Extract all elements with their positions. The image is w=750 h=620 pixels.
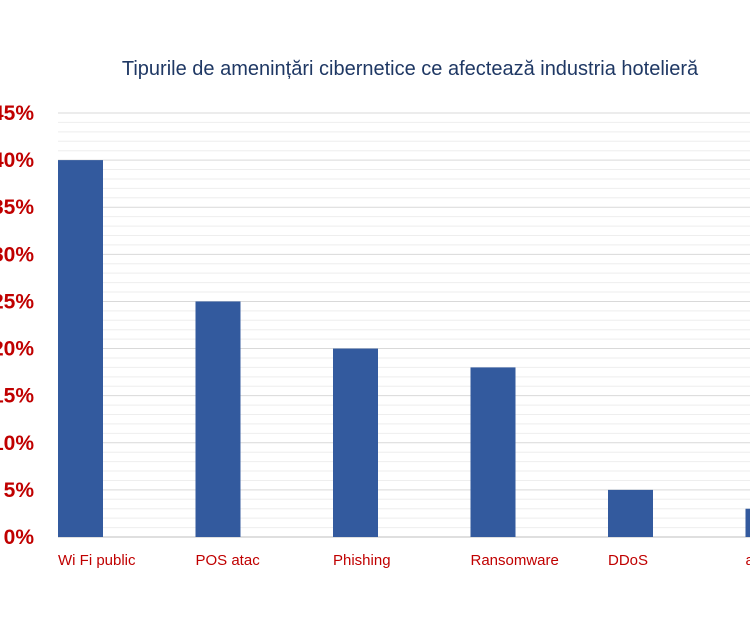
bar	[58, 160, 103, 537]
bar	[470, 367, 516, 537]
y-tick-label: 10%	[0, 432, 34, 455]
x-axis-ticks: Wi Fi public POS atac Phishing Ransomware DD…	[58, 552, 750, 569]
x-tick-label: DDoS	[608, 552, 648, 569]
y-tick-label: 30%	[0, 243, 34, 266]
bar	[333, 348, 378, 537]
x-tick-label: Ransomware	[471, 552, 559, 569]
y-tick-label: 25%	[0, 290, 34, 313]
bars	[58, 160, 750, 537]
y-tick-label: 45%	[0, 102, 34, 125]
bar	[195, 301, 241, 537]
x-tick-label: Phishing	[333, 552, 391, 569]
y-tick-label: 20%	[0, 338, 34, 361]
y-tick-label: 15%	[0, 385, 34, 408]
y-tick-label: 35%	[0, 196, 34, 219]
bar	[745, 508, 750, 537]
x-tick-label: Wi Fi public	[58, 552, 136, 569]
chart-title: Tipurile de amenințări cibernetice ce af…	[122, 58, 699, 80]
y-tick-label: 0%	[4, 526, 35, 549]
y-tick-label: 40%	[0, 149, 34, 172]
y-tick-label: 5%	[4, 479, 35, 502]
x-tick-label: a	[746, 552, 750, 569]
bar	[608, 489, 653, 537]
gridlines	[58, 112, 750, 538]
y-axis-ticks: 0% 5% 10% 15% 20% 25% 30% 35% 40% 45%	[0, 102, 34, 549]
x-tick-label: POS atac	[196, 552, 261, 569]
